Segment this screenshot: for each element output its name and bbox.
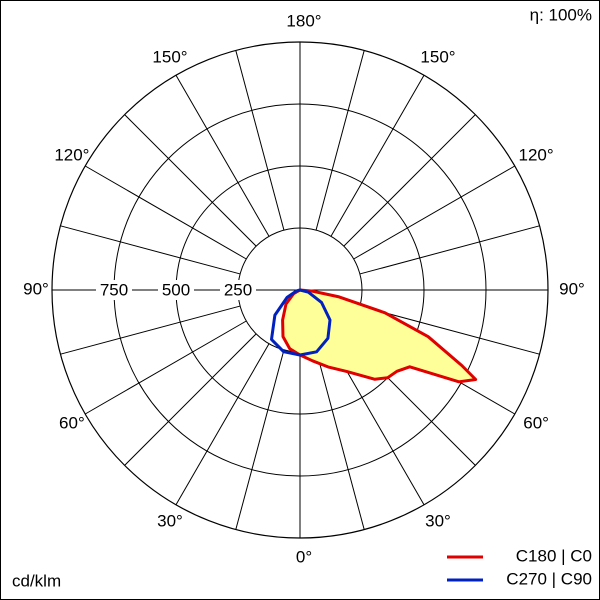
intensity-curve bbox=[270, 288, 332, 357]
angle-label: 150° bbox=[420, 47, 455, 66]
r-tick-label: 250 bbox=[224, 280, 252, 299]
spoke bbox=[124, 333, 257, 466]
spoke bbox=[84, 320, 247, 415]
spoke bbox=[60, 305, 241, 355]
spoke bbox=[343, 114, 476, 247]
angle-label: 120° bbox=[54, 145, 89, 164]
spoke bbox=[175, 74, 270, 237]
spoke bbox=[124, 114, 257, 247]
label-bg bbox=[96, 280, 132, 300]
spoke bbox=[235, 349, 285, 530]
angle-label: 30° bbox=[157, 512, 183, 531]
spoke bbox=[315, 349, 365, 530]
angle-label: 90° bbox=[559, 279, 585, 298]
unit-label: cd/klm bbox=[12, 571, 61, 590]
angle-label: 60° bbox=[59, 413, 85, 432]
spoke bbox=[60, 225, 241, 275]
spoke bbox=[353, 165, 516, 260]
intensity-curve bbox=[281, 288, 478, 384]
label-bg bbox=[158, 280, 194, 300]
spoke bbox=[359, 225, 540, 275]
efficiency-label: η: 100% bbox=[530, 5, 592, 24]
spoke bbox=[235, 50, 285, 231]
angle-label: 30° bbox=[425, 512, 451, 531]
legend-label: C180 | C0 bbox=[516, 546, 592, 565]
spoke bbox=[175, 343, 270, 506]
angle-label: 0° bbox=[296, 547, 312, 566]
r-tick-label: 500 bbox=[162, 280, 190, 299]
angle-label: 150° bbox=[152, 47, 187, 66]
outer-ring bbox=[51, 41, 549, 539]
angle-label: 90° bbox=[23, 279, 49, 298]
spoke bbox=[315, 50, 365, 231]
spoke bbox=[84, 165, 247, 260]
angle-label: 120° bbox=[519, 145, 554, 164]
spoke bbox=[330, 74, 425, 237]
r-tick-label: 750 bbox=[100, 280, 128, 299]
angle-label: 180° bbox=[286, 11, 321, 30]
legend-label: C270 | C90 bbox=[506, 569, 592, 588]
angle-label: 60° bbox=[523, 413, 549, 432]
label-bg bbox=[220, 280, 256, 300]
